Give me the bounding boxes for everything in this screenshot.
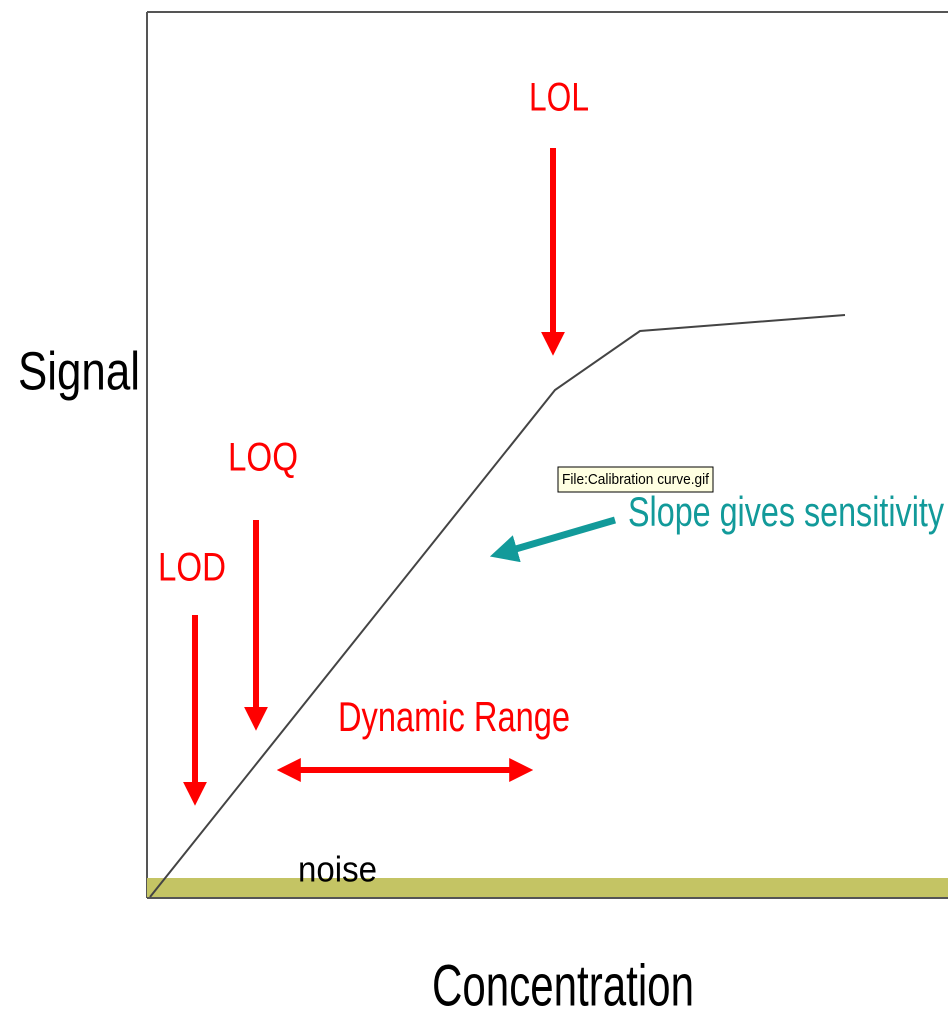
tooltip-box xyxy=(557,466,714,493)
calibration-curve xyxy=(149,314,846,898)
y-axis-label: Signal xyxy=(18,341,140,401)
loq-label: LOQ xyxy=(228,436,298,480)
noise-band xyxy=(147,878,948,898)
dynamic-range-label: Dynamic Range xyxy=(338,693,570,740)
x-axis-label: Concentration xyxy=(432,953,694,1018)
tooltip-text: File:Calibration curve.gif xyxy=(562,471,710,488)
noise-label: noise xyxy=(298,849,377,890)
slope-arrow xyxy=(489,516,616,563)
lol-label: LOL xyxy=(529,76,589,120)
slope-label: Slope gives sensitivity xyxy=(628,488,944,535)
lod-label: LOD xyxy=(158,546,226,590)
